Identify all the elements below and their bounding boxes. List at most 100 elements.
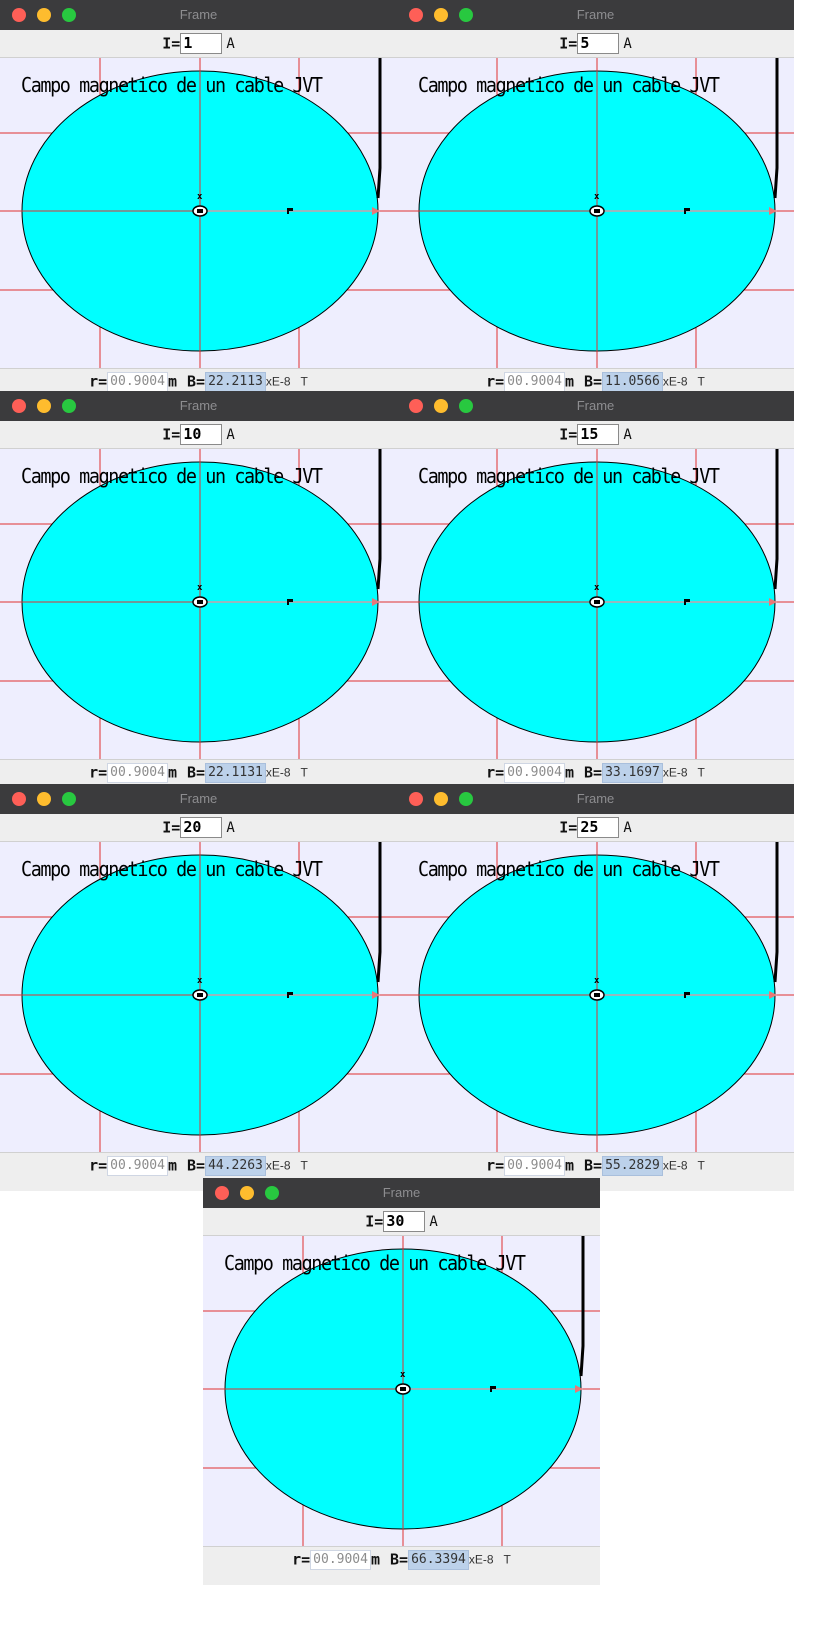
radius-field[interactable]: 00.9004	[310, 1549, 371, 1570]
field-value[interactable]: 66.3394	[408, 1549, 469, 1570]
field-value[interactable]: 22.1131	[205, 762, 266, 783]
frame-window: Frame I= 1 A x	[0, 0, 397, 407]
radius-marker-tick	[287, 208, 289, 214]
frame-window: Frame I= 30 A x	[203, 1178, 600, 1585]
field-diagram: x	[397, 58, 794, 368]
radius-arrow-icon	[769, 598, 777, 606]
field-value[interactable]: 55.2829	[602, 1155, 663, 1176]
field-value[interactable]: 22.2113	[205, 371, 266, 392]
minimize-button[interactable]	[434, 792, 448, 806]
title-bar[interactable]: Frame	[0, 0, 397, 30]
window-title: Frame	[576, 398, 615, 413]
radius-marker	[684, 208, 690, 211]
field-canvas[interactable]: x Campo magnetico de un cable JVT	[0, 449, 397, 759]
field-label: B=	[584, 1156, 603, 1175]
close-button[interactable]	[409, 792, 423, 806]
field-diagram: x	[0, 58, 397, 368]
close-button[interactable]	[12, 792, 26, 806]
current-input[interactable]: 10	[180, 424, 223, 445]
zoom-button[interactable]	[459, 399, 473, 413]
close-button[interactable]	[409, 8, 423, 22]
current-input[interactable]: 20	[180, 817, 223, 838]
current-toolbar: I= 20 A	[0, 814, 397, 842]
current-toolbar: I= 10 A	[0, 421, 397, 449]
radius-label: r=	[292, 1550, 311, 1569]
field-scale-label: xE-8	[265, 1158, 291, 1173]
frame-window: Frame I= 20 A x	[0, 784, 397, 1191]
current-input[interactable]: 5	[577, 33, 620, 54]
window-title: Frame	[179, 7, 218, 22]
field-diagram: x	[0, 842, 397, 1152]
window-title: Frame	[382, 1185, 421, 1200]
field-diagram: x	[397, 449, 794, 759]
field-value[interactable]: 33.1697	[602, 762, 663, 783]
zoom-button[interactable]	[459, 8, 473, 22]
current-input[interactable]: 25	[577, 817, 620, 838]
close-button[interactable]	[215, 1186, 229, 1200]
field-canvas[interactable]: x Campo magnetico de un cable JVT	[397, 449, 794, 759]
axis-y-marker: x	[197, 583, 203, 593]
field-value[interactable]: 11.0566	[602, 371, 663, 392]
field-canvas[interactable]: x Campo magnetico de un cable JVT	[397, 842, 794, 1152]
title-bar[interactable]: Frame	[397, 0, 794, 30]
field-canvas[interactable]: x Campo magnetico de un cable JVT	[0, 842, 397, 1152]
radius-field[interactable]: 00.9004	[107, 762, 168, 783]
current-unit-label: A	[226, 426, 235, 443]
minimize-button[interactable]	[434, 399, 448, 413]
field-unit-label: T	[697, 1158, 705, 1173]
minimize-button[interactable]	[37, 792, 51, 806]
zoom-button[interactable]	[62, 8, 76, 22]
field-magnitude-line	[773, 449, 779, 590]
current-toolbar: I= 25 A	[397, 814, 794, 842]
field-canvas[interactable]: x Campo magnetico de un cable JVT	[0, 58, 397, 368]
title-bar[interactable]: Frame	[397, 784, 794, 814]
radius-marker	[684, 992, 690, 995]
radius-field[interactable]: 00.9004	[504, 762, 565, 783]
zoom-button[interactable]	[62, 399, 76, 413]
current-unit-label: A	[623, 819, 632, 836]
close-button[interactable]	[12, 8, 26, 22]
field-canvas[interactable]: x Campo magnetico de un cable JVT	[203, 1236, 600, 1546]
minimize-button[interactable]	[37, 399, 51, 413]
current-input[interactable]: 30	[383, 1211, 426, 1232]
cable-core	[594, 600, 600, 604]
field-canvas[interactable]: x Campo magnetico de un cable JVT	[397, 58, 794, 368]
radius-marker-tick	[490, 1386, 492, 1392]
window-title: Frame	[179, 791, 218, 806]
radius-arrow-icon	[372, 598, 380, 606]
axis-y-marker: x	[197, 192, 203, 202]
title-bar[interactable]: Frame	[0, 391, 397, 421]
radius-field[interactable]: 00.9004	[504, 1155, 565, 1176]
field-label: B=	[187, 1156, 206, 1175]
current-input[interactable]: 15	[577, 424, 620, 445]
field-value[interactable]: 44.2263	[205, 1155, 266, 1176]
field-scale-label: xE-8	[468, 1552, 494, 1567]
title-bar[interactable]: Frame	[397, 391, 794, 421]
current-unit-label: A	[226, 819, 235, 836]
current-unit-label: A	[623, 426, 632, 443]
current-label: I=	[162, 425, 181, 444]
title-bar[interactable]: Frame	[0, 784, 397, 814]
zoom-button[interactable]	[62, 792, 76, 806]
field-magnitude-line	[376, 842, 382, 983]
minimize-button[interactable]	[240, 1186, 254, 1200]
current-toolbar: I= 5 A	[397, 30, 794, 58]
current-input[interactable]: 1	[180, 33, 223, 54]
radius-field[interactable]: 00.9004	[504, 371, 565, 392]
cable-core	[197, 600, 203, 604]
zoom-button[interactable]	[265, 1186, 279, 1200]
current-label: I=	[559, 818, 578, 837]
radius-field[interactable]: 00.9004	[107, 371, 168, 392]
close-button[interactable]	[409, 399, 423, 413]
current-unit-label: A	[429, 1213, 438, 1230]
minimize-button[interactable]	[37, 8, 51, 22]
close-button[interactable]	[12, 399, 26, 413]
zoom-button[interactable]	[459, 792, 473, 806]
field-unit-label: T	[697, 765, 705, 780]
field-magnitude-line	[579, 1236, 585, 1377]
radius-field[interactable]: 00.9004	[107, 1155, 168, 1176]
field-label: B=	[584, 372, 603, 391]
minimize-button[interactable]	[434, 8, 448, 22]
current-unit-label: A	[226, 35, 235, 52]
title-bar[interactable]: Frame	[203, 1178, 600, 1208]
